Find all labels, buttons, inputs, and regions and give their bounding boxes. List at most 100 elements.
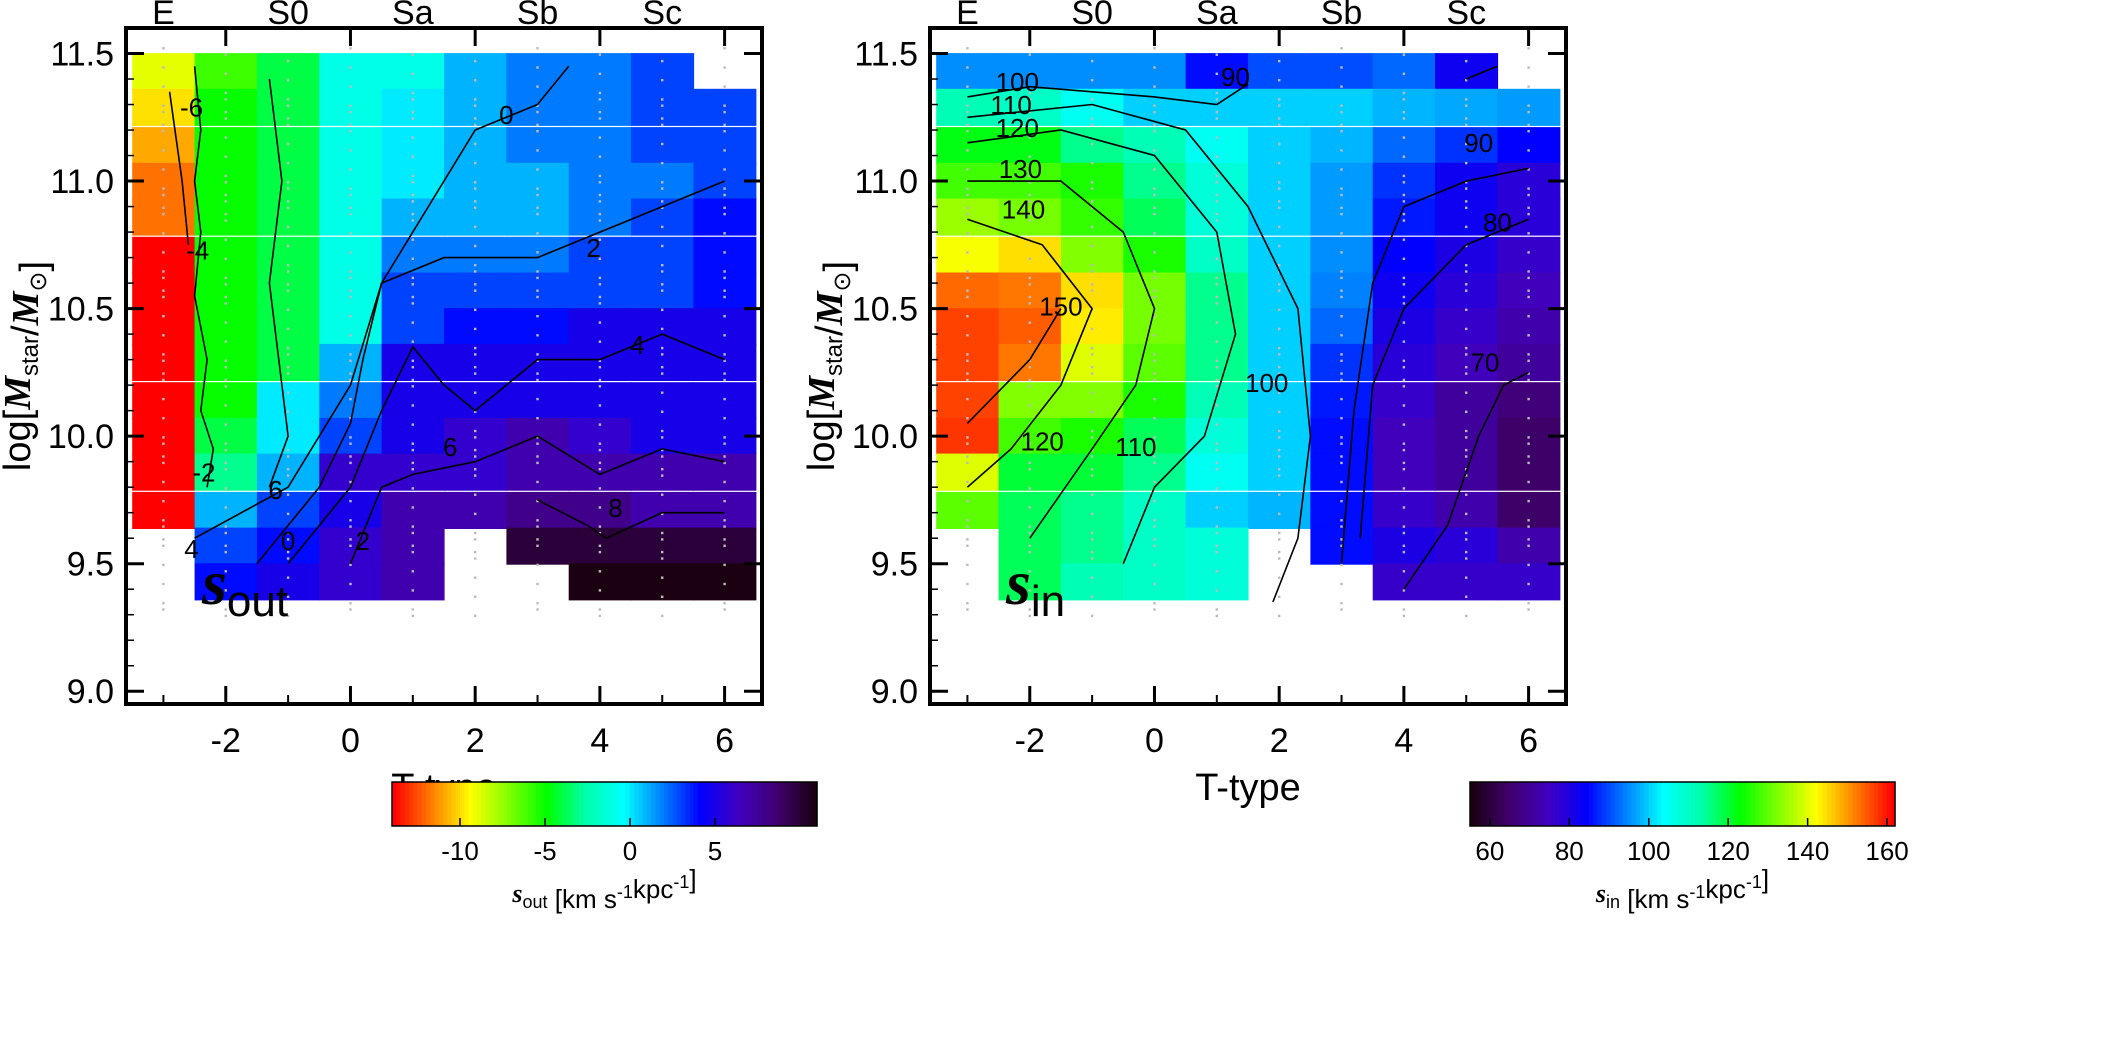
sample-dot [1527,130,1530,133]
sample-dot [1028,448,1031,452]
colorbar-segment [540,782,546,826]
sample-dot [1402,608,1406,611]
sample-dot [536,397,539,401]
colorbar-segment [409,782,414,826]
heatmap-cell [444,53,507,91]
sample-dot [536,544,539,547]
sample-dot [162,378,165,382]
colorbar-segment [1567,782,1573,826]
colorbar-tick-label: 60 [1475,836,1504,866]
contour-label: 0 [499,100,513,130]
colorbar-segment [753,782,759,826]
sample-dot [723,461,726,465]
heatmap-cell [1248,127,1311,165]
sample-dot [349,359,352,362]
sample-dot [411,404,414,407]
sample-dot [286,327,290,331]
sample-dot [661,225,664,229]
plot-frame [124,26,764,706]
sample-dot [1278,123,1281,127]
sample-dot [1153,544,1156,547]
sample-dot [474,308,477,311]
sample-dot [411,276,414,280]
colorbar-segment [1695,782,1701,826]
colorbar-segment [681,782,686,826]
sample-dot [598,193,602,197]
sample-dot [1090,614,1094,618]
plot-frame [928,26,1568,706]
sample-dot [1153,334,1156,337]
heatmap-cell [1310,53,1374,91]
sample-dot [1028,72,1031,75]
colorbar-segment [744,782,750,826]
sample-dot [1278,391,1281,394]
sample-dot [536,295,539,299]
heatmap-cell [1185,491,1249,529]
heatmap-cell [1497,382,1561,420]
panel-label: sin [1005,547,1065,626]
heatmap-cell [444,453,507,491]
sample-dot [966,206,969,209]
colorbar-tick-label: -5 [533,836,556,866]
sample-dot [966,187,969,190]
sample-dot [286,161,290,165]
sample-dot [224,53,227,56]
colorbar-segment [566,782,572,826]
sample-dot [1090,181,1094,184]
sample-dot [1028,302,1031,305]
sample-dot [286,512,290,516]
sample-dot [1402,525,1406,528]
panel-label: sout [201,547,288,626]
sample-dot [411,570,414,573]
sample-dot [349,276,352,280]
colorbar-frame [1469,781,1896,827]
sample-dot [966,378,969,382]
sample-dot [1278,327,1281,331]
heatmap-cell [444,308,507,346]
sample-dot [1278,187,1281,190]
sample-dot [349,193,352,197]
colorbar-segment [1593,782,1599,826]
sample-dot [1215,174,1218,178]
colorbar-segment [1682,782,1688,826]
heatmap-cell [132,236,196,274]
heatmap-cell [1123,236,1187,274]
x-tick-label: 6 [715,722,734,760]
heatmap-cell [381,88,445,126]
sample-dot [1527,563,1530,567]
sample-dot [1340,372,1343,375]
sample-dot [598,136,602,139]
colorbar-segment [642,782,648,826]
sample-dot [224,461,227,465]
sample-dot [162,168,165,171]
colorbar-segment [1478,782,1484,826]
sample-dot [966,563,969,567]
heatmap-cell [319,236,383,274]
heatmap-cell [256,127,320,165]
sample-dot [1340,334,1343,337]
sample-dot [1340,378,1343,382]
colorbar-segment [1844,782,1849,826]
sample-dot [1465,410,1468,413]
heatmap-cell [1185,563,1249,601]
sample-dot [411,550,414,554]
contour-label: 90 [1464,128,1493,158]
sample-dot [1028,257,1031,260]
sample-dot [1465,391,1468,394]
sample-dot [598,544,602,547]
colorbar-segment [400,782,406,826]
sample-dot [1153,602,1156,605]
sample-dot [1153,455,1156,458]
colorbar-segment [1771,782,1777,826]
sample-dot [1527,47,1530,50]
sample-dot [162,499,165,503]
sample-dot [1153,563,1156,567]
sample-dot [1215,468,1218,471]
heatmap-cell [256,198,320,236]
sample-dot [1090,372,1094,375]
sample-dot [1278,289,1281,292]
sample-dot [1278,512,1281,516]
sample-dot [224,468,227,471]
y-axis-title-part: log[ [801,409,843,471]
sample-dot [598,238,602,241]
